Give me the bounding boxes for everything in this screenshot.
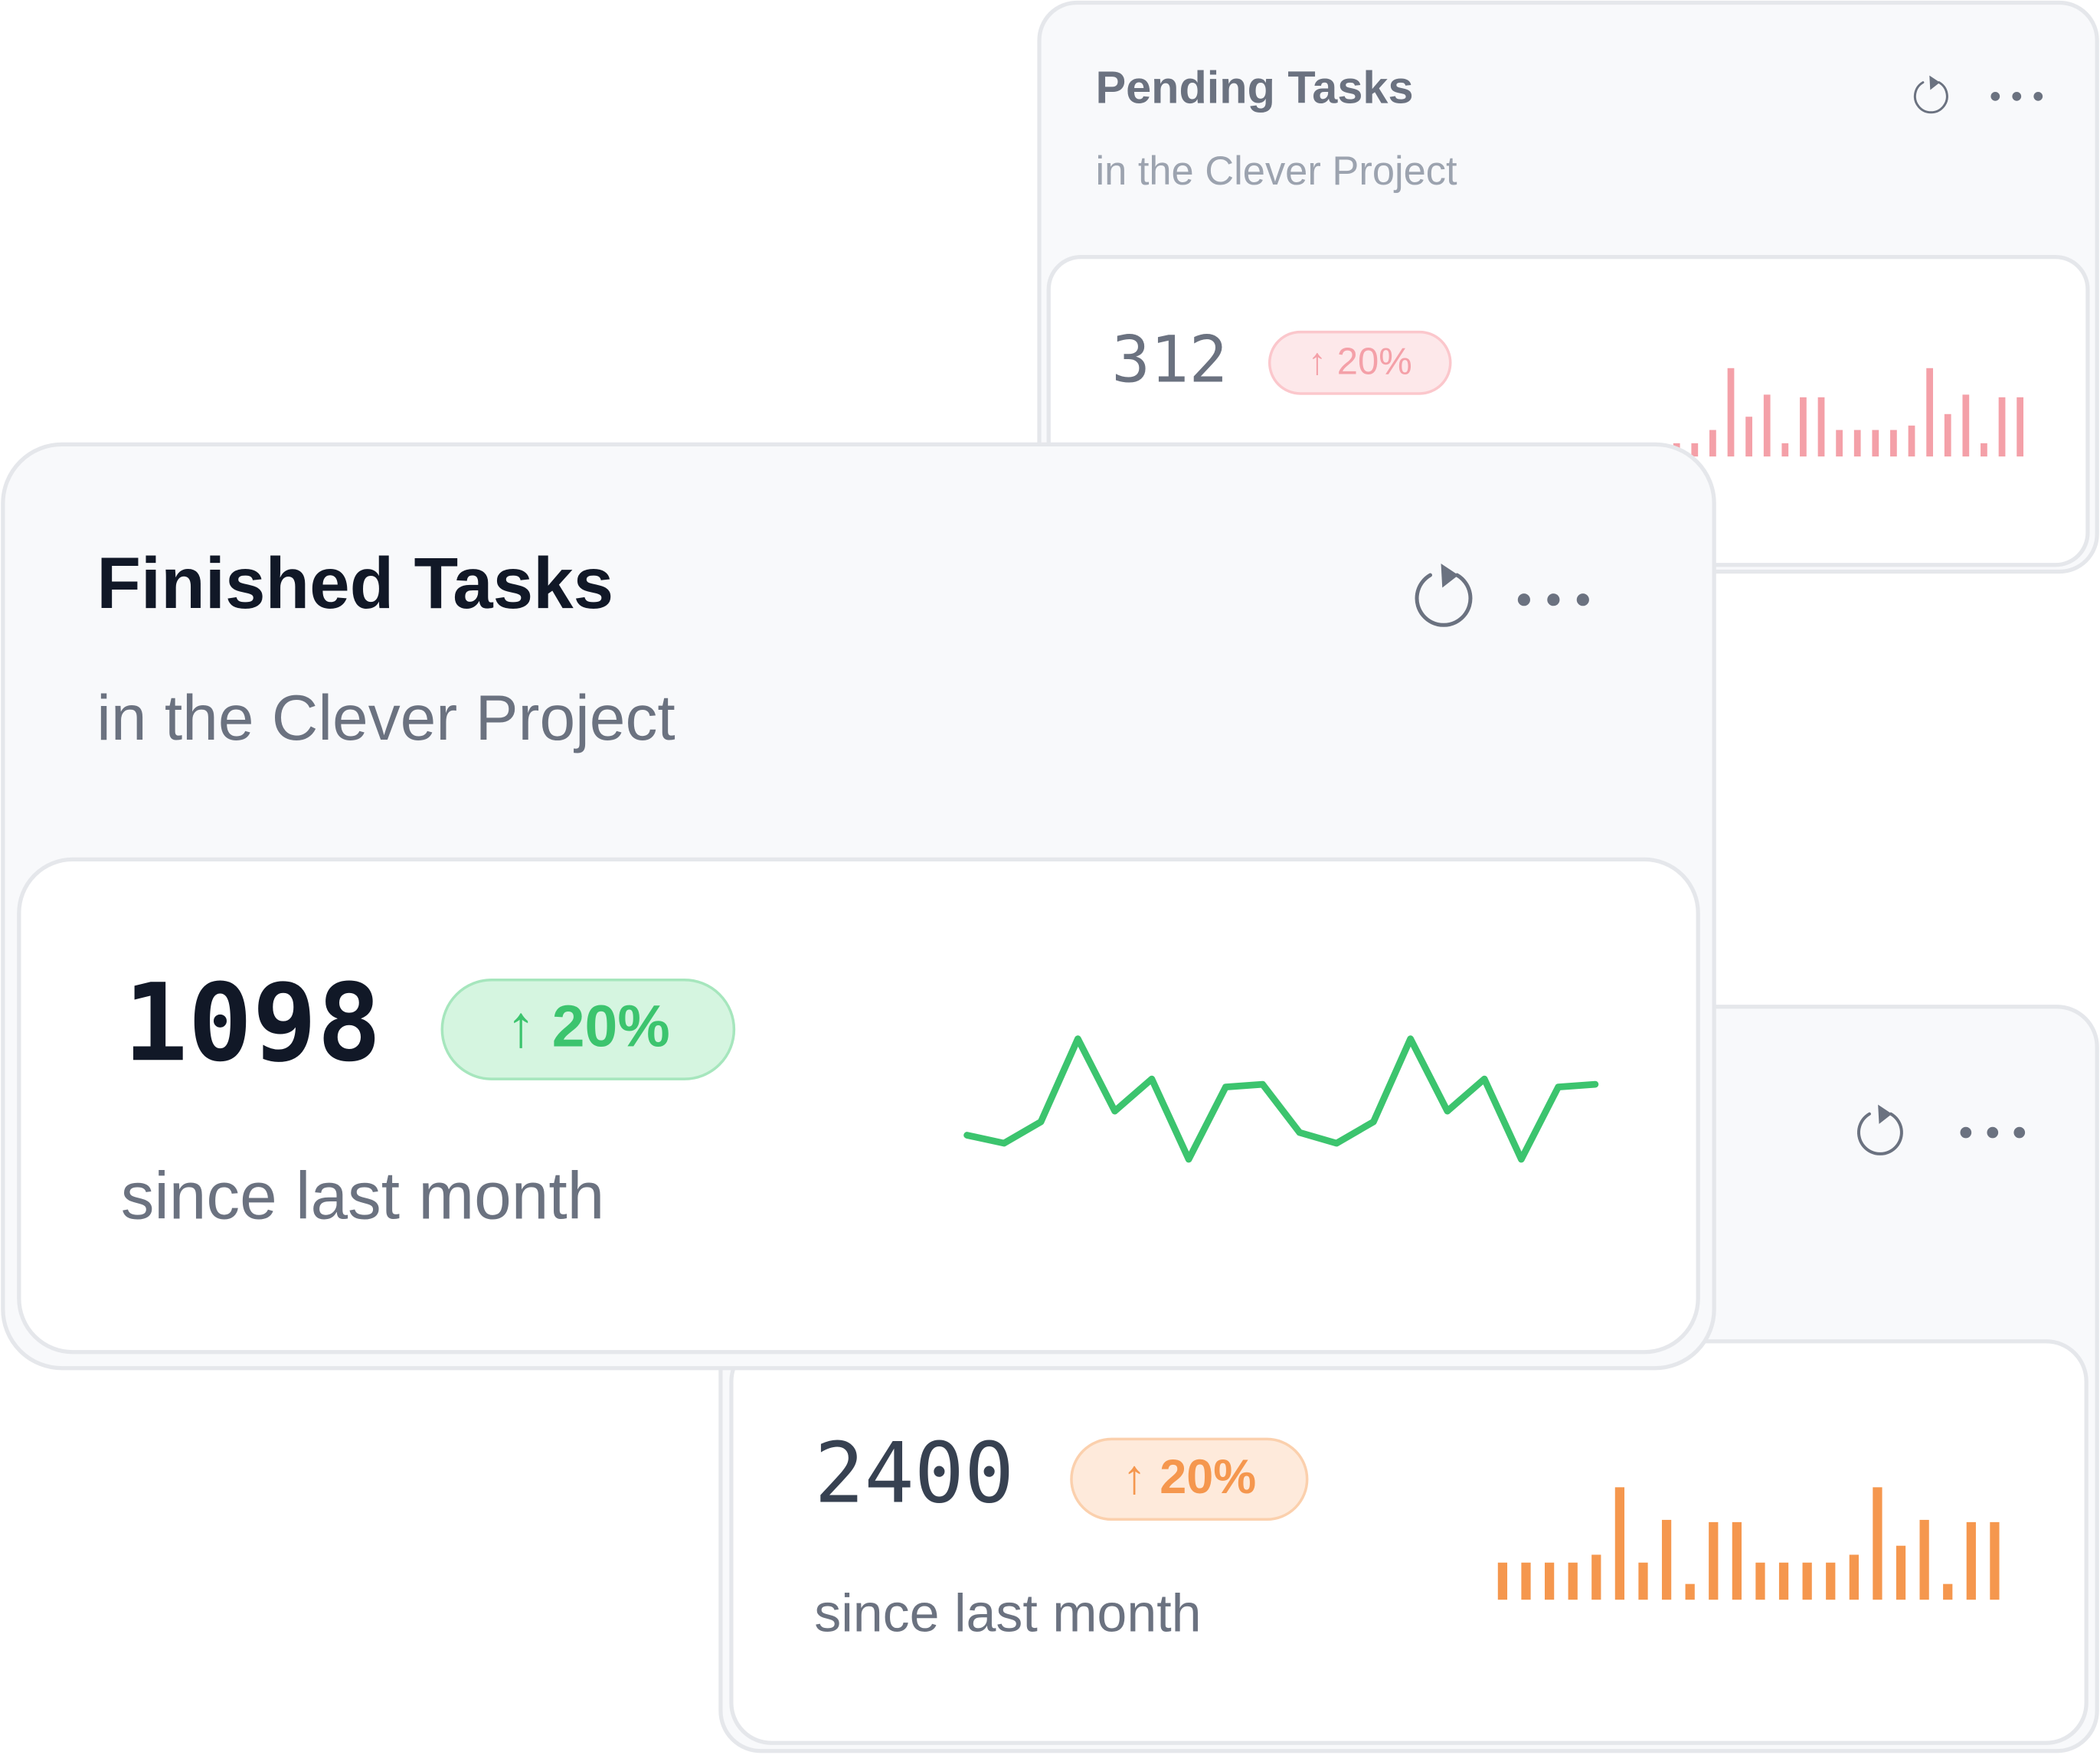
more-dot [1517,593,1530,606]
change-label: ↑ 20% [506,993,670,1059]
bar [2017,397,2024,457]
change-badge [1268,330,1452,395]
card-value: 1098 [123,960,381,1085]
bar [1919,1519,1929,1600]
bar [1853,430,1861,457]
refresh-arrow [1878,1104,1892,1124]
more-dot [1960,1126,1972,1139]
bar [1778,1562,1789,1600]
more-button[interactable] [1960,1126,2026,1139]
card-note: since last month [121,1158,605,1233]
card-value: 312 [1111,322,1228,397]
bar [1614,1487,1625,1600]
card-body [17,857,1700,1355]
change-label: ↑ 20% [1122,1450,1256,1504]
refresh-icon [1913,81,1948,114]
bar [1745,417,1752,457]
bar [1521,1562,1531,1600]
refresh-icon [1856,1112,1903,1155]
refresh-arrow [1441,564,1459,588]
more-dot [2012,92,2022,101]
bar [1944,413,1951,457]
sparkline [963,1035,1599,1163]
card-subtitle: in the Clever Project [96,681,675,753]
card: 2400 ↑ 20% since last month [718,1005,2099,1753]
bar [1638,1562,1648,1600]
bar [1817,397,1825,457]
bar [1800,397,1807,457]
bar [1691,443,1699,457]
bar [1755,1562,1765,1600]
bar [1836,430,1843,457]
bar [1497,1562,1508,1600]
bar [1591,1554,1601,1600]
bar [1981,443,1987,457]
bar [1966,1521,1976,1600]
bar [1661,1519,1672,1600]
bar [1763,394,1771,457]
bar [1709,1521,1719,1600]
card-body [729,1339,2089,1745]
card: Pending Tasks in the Clever Project 312 ↑ 2… [1037,0,2099,574]
bar [1727,368,1735,457]
more-dot [2033,92,2043,101]
bar [1998,397,2006,457]
bar [1943,1583,1953,1600]
bar [1896,1545,1906,1600]
more-dot [1990,92,2000,101]
refresh-button[interactable] [1856,1104,1903,1155]
refresh-arrow [1929,75,1940,90]
bar [1544,1562,1555,1600]
bar [1826,1562,1836,1600]
card-subtitle: in the Clever Project [1095,149,1457,194]
more-dot [1987,1126,1999,1139]
refresh-icon [1415,573,1473,627]
card-value: 2400 [814,1425,1014,1522]
card-title: Pending Tasks [1095,62,1413,113]
bar [1685,1583,1695,1600]
more-dot [1547,593,1560,606]
card: Finished Tasks in the Clever Project 1098 ↑… [1,442,1716,1371]
bar [1890,430,1897,457]
bar [1908,425,1915,457]
bar [1872,430,1879,457]
refresh-button[interactable] [1913,75,1948,114]
more-button[interactable] [1517,593,1589,606]
more-button[interactable] [1990,92,2043,101]
bar [1568,1562,1578,1600]
more-dot [2013,1126,2026,1139]
refresh-button[interactable] [1415,564,1473,627]
bar [1781,443,1789,457]
bar [1849,1554,1859,1600]
bar [1962,394,1970,457]
bar [1802,1562,1812,1600]
bar [1709,430,1716,457]
bar [1926,368,1933,457]
card-note: since last month [814,1583,1201,1642]
bar [1732,1521,1742,1600]
change-badge [440,978,736,1080]
change-badge [1070,1437,1309,1521]
more-dot [1576,593,1589,606]
bar [1990,1521,2000,1600]
bar [1873,1487,1882,1600]
card-title: Finished Tasks [96,544,613,624]
change-label: ↑ 20% [1308,341,1412,382]
